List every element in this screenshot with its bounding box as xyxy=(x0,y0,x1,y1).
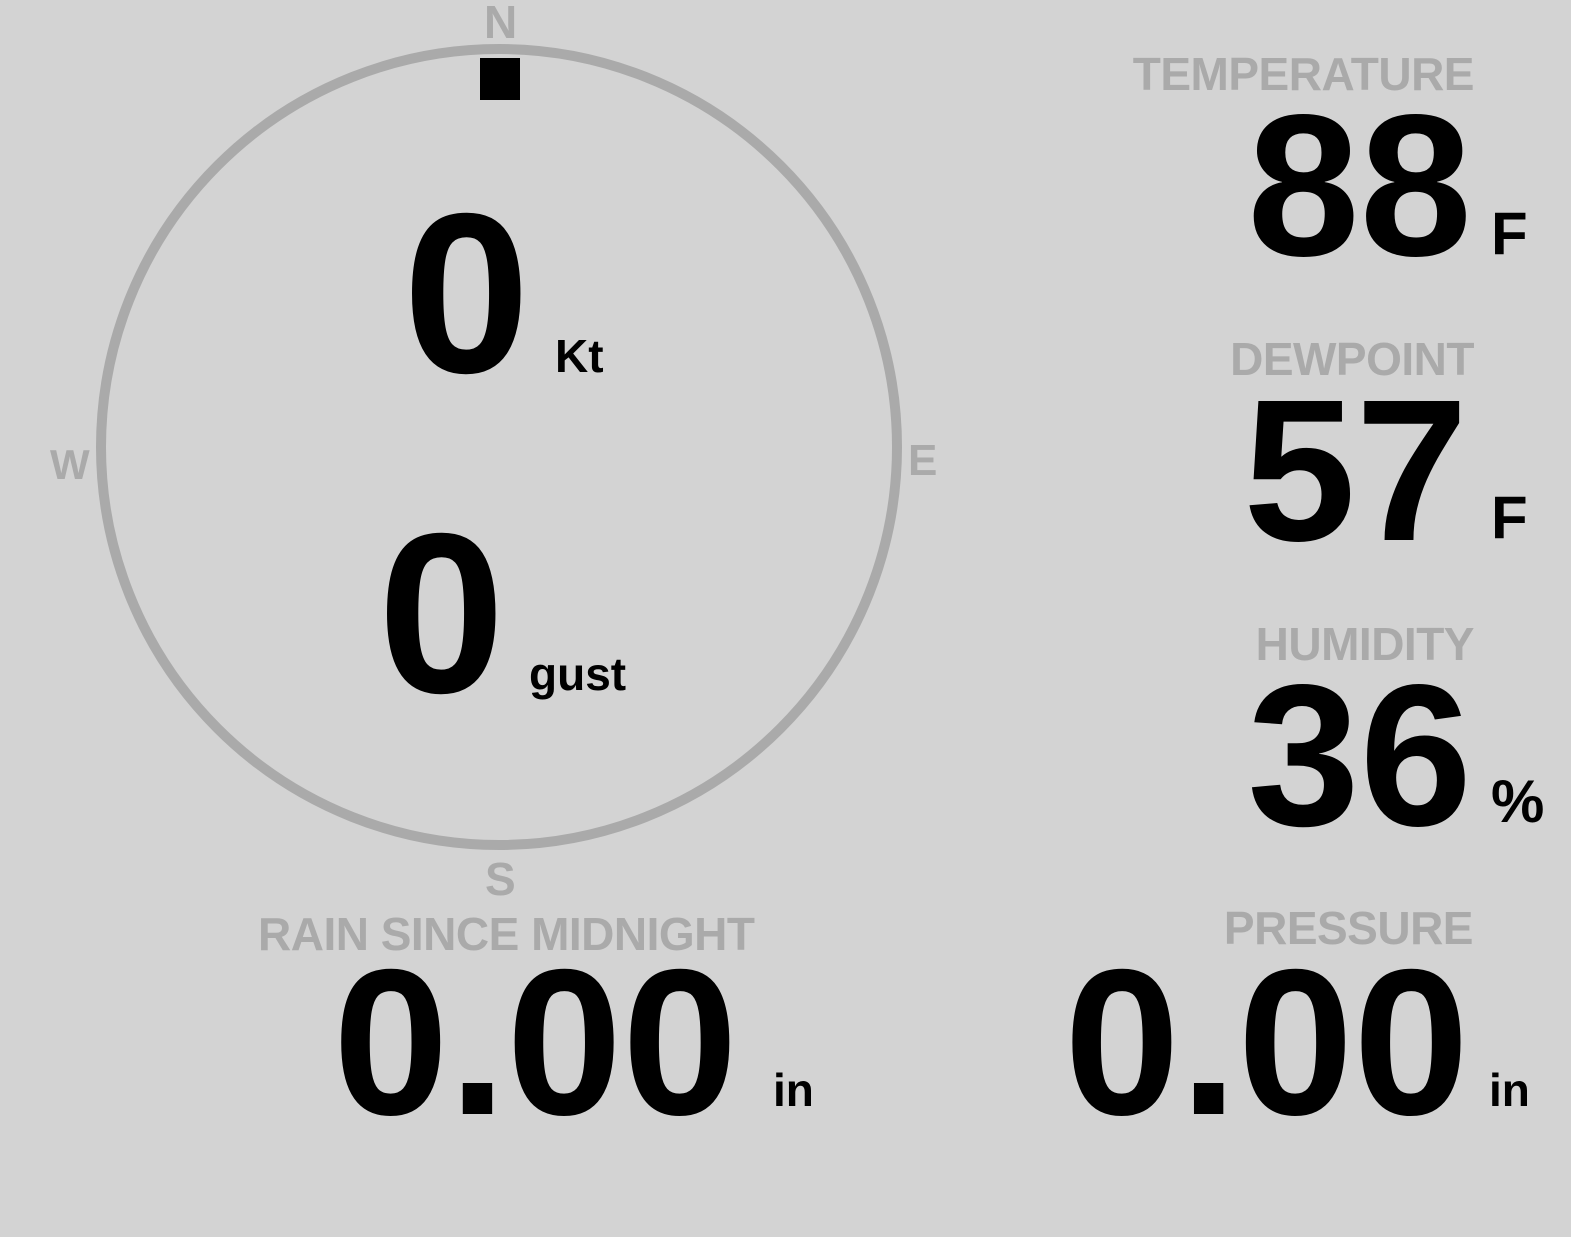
pressure-value: 0.00 xyxy=(1064,927,1469,1159)
compass-north-label: N xyxy=(484,0,518,48)
wind-compass xyxy=(96,44,902,850)
compass-south-label: S xyxy=(485,853,516,905)
compass-ring xyxy=(96,44,902,850)
compass-east-label: E xyxy=(908,436,938,485)
rain-label: RAIN SINCE MIDNIGHT xyxy=(258,908,755,960)
wind-direction-needle xyxy=(480,58,520,100)
compass-west-label: W xyxy=(50,441,90,488)
dewpoint-value: 57 xyxy=(1243,357,1468,583)
wind-gust-value: 0 xyxy=(378,487,505,741)
rain-unit: in xyxy=(773,1064,814,1116)
dewpoint-label: DEWPOINT xyxy=(1230,333,1474,385)
rain-value: 0.00 xyxy=(333,927,738,1159)
temperature-value: 88 xyxy=(1247,72,1472,298)
pressure-label: PRESSURE xyxy=(1223,902,1474,954)
pressure-unit: in xyxy=(1489,1064,1530,1116)
temperature-label: TEMPERATURE xyxy=(1132,48,1475,100)
humidity-unit: % xyxy=(1491,768,1545,835)
wind-gust-unit: gust xyxy=(529,648,627,700)
dewpoint-unit: F xyxy=(1491,484,1528,551)
humidity-value: 36 xyxy=(1247,642,1472,868)
wind-speed-value: 0 xyxy=(403,167,530,421)
temperature-unit: F xyxy=(1491,200,1528,267)
humidity-label: HUMIDITY xyxy=(1255,618,1475,670)
wind-speed-unit: Kt xyxy=(555,330,604,382)
